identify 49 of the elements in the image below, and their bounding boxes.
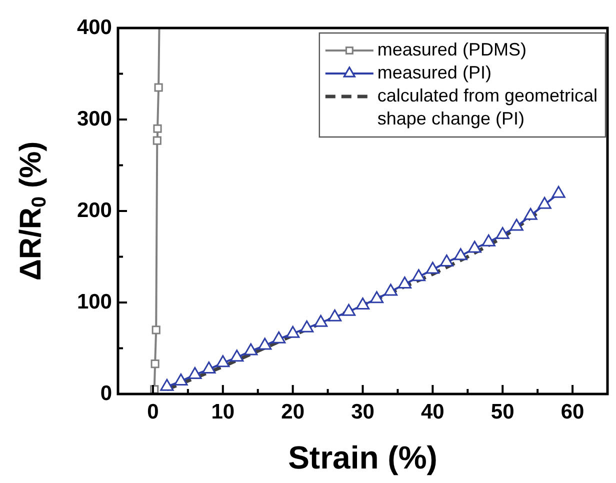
y-tick-label: 300 bbox=[76, 107, 112, 130]
point bbox=[154, 83, 163, 92]
point bbox=[384, 284, 398, 296]
point bbox=[258, 338, 272, 350]
point bbox=[174, 373, 188, 386]
point bbox=[356, 297, 370, 310]
point bbox=[152, 136, 162, 145]
x-tick-label: 20 bbox=[281, 400, 304, 424]
point bbox=[412, 269, 426, 282]
point bbox=[230, 350, 244, 362]
legend-label: calculated from geometrical shape change (PI) bbox=[377, 85, 598, 128]
x-tick-label: 0 bbox=[147, 400, 159, 424]
point bbox=[370, 291, 384, 304]
point bbox=[496, 227, 510, 240]
x-axis-title: Strain (%) bbox=[288, 440, 438, 476]
point bbox=[468, 240, 482, 253]
point bbox=[342, 304, 356, 316]
y-tick-label: 0 bbox=[100, 382, 112, 405]
point bbox=[160, 378, 174, 391]
x-tick-label: 30 bbox=[351, 400, 374, 424]
point bbox=[538, 196, 552, 209]
point bbox=[552, 186, 566, 198]
point bbox=[202, 362, 216, 374]
x-tick-label: 40 bbox=[421, 400, 444, 424]
y-tick-label: 400 bbox=[76, 16, 112, 39]
point bbox=[314, 314, 328, 327]
point bbox=[454, 248, 468, 260]
point bbox=[153, 124, 162, 133]
point bbox=[286, 326, 300, 338]
point bbox=[426, 262, 440, 274]
y-axis-title: ΔR/R0 (%) bbox=[14, 141, 51, 281]
point bbox=[188, 367, 202, 380]
legend-label: measured (PI) bbox=[377, 62, 492, 82]
x-tick-label: 60 bbox=[560, 400, 584, 424]
point bbox=[398, 276, 412, 288]
point bbox=[216, 355, 230, 368]
point bbox=[272, 331, 286, 344]
y-tick-label: 100 bbox=[76, 290, 112, 314]
x-tick-label: 10 bbox=[211, 400, 235, 424]
point bbox=[482, 234, 496, 246]
point bbox=[328, 309, 342, 322]
point bbox=[300, 320, 314, 332]
point bbox=[244, 343, 258, 356]
legend-label: measured (PDMS) bbox=[377, 39, 526, 60]
point bbox=[510, 218, 524, 231]
point bbox=[524, 208, 538, 220]
y-tick-label: 200 bbox=[76, 198, 112, 222]
x-tick-label: 50 bbox=[490, 400, 514, 424]
point bbox=[440, 254, 454, 266]
